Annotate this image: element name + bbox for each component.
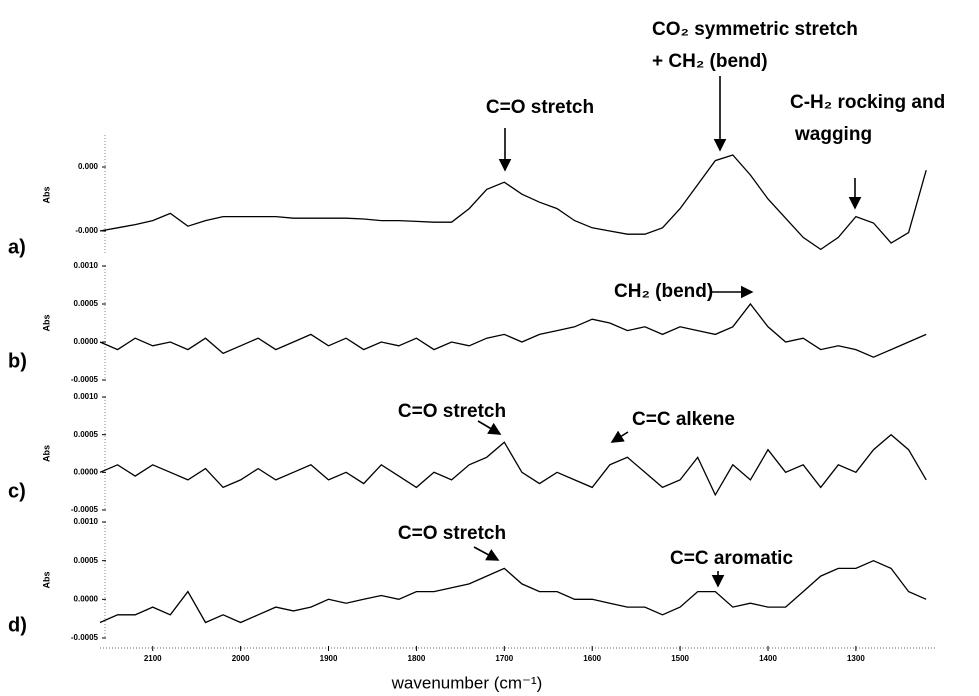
annotation: C=C alkene [632,409,735,430]
y-tick-label: 0.0000 [74,594,99,603]
spectrum-line [99,154,927,251]
annotation: C-H₂ rocking and [790,92,945,113]
panel-label: d) [8,614,27,636]
annotation-arrow [610,430,629,443]
panel-label: b) [8,350,27,372]
x-tick-label: 1700 [495,654,513,663]
spectrum-line [99,559,927,624]
annotation: C=O stretch [398,523,506,544]
y-axis-label: Abs [41,445,51,462]
y-tick-label: -0.0005 [71,505,99,514]
x-tick-label: 1900 [320,654,338,663]
annotation: + CH₂ (bend) [652,51,768,72]
spectrum-line [99,433,927,497]
panel-label: c) [8,480,26,502]
y-axis-label: Abs [41,314,51,331]
x-tick-label: 2100 [144,654,162,663]
y-axis-label: Abs [41,186,51,203]
spectrum-line [99,302,927,358]
y-tick-label: 0.000 [78,162,99,171]
panel-label: a) [8,236,26,258]
x-tick-label: 1500 [671,654,689,663]
y-tick-label: 0.0010 [74,261,99,270]
annotation: CH₂ (bend) [614,281,713,302]
annotation: C=C aromatic [670,548,793,569]
x-tick-label: 1400 [759,654,777,663]
x-tick-label: 1600 [583,654,601,663]
annotation-arrow [477,420,502,435]
annotation: C=O stretch [398,401,506,422]
y-tick-label: 0.0000 [74,467,99,476]
y-tick-label: 0.0005 [74,556,99,565]
y-tick-label: -0.000 [75,226,98,235]
y-tick-label: -0.0005 [71,375,99,384]
x-axis-label: wavenumber (cm⁻¹) [391,673,543,692]
annotation-arrow [473,546,500,561]
x-tick-label: 1300 [847,654,865,663]
x-tick-label: 2000 [232,654,250,663]
annotation: C=O stretch [486,97,594,118]
y-tick-label: -0.0005 [71,633,99,642]
y-tick-label: 0.0005 [74,430,99,439]
y-tick-label: 0.0010 [74,392,99,401]
y-tick-label: 0.0000 [74,337,99,346]
y-tick-label: 0.0005 [74,299,99,308]
y-tick-label: 0.0010 [74,517,99,526]
annotation: wagging [794,124,872,145]
annotation: CO₂ symmetric stretch [652,19,858,40]
x-tick-label: 1800 [408,654,426,663]
y-axis-label: Abs [41,571,51,588]
